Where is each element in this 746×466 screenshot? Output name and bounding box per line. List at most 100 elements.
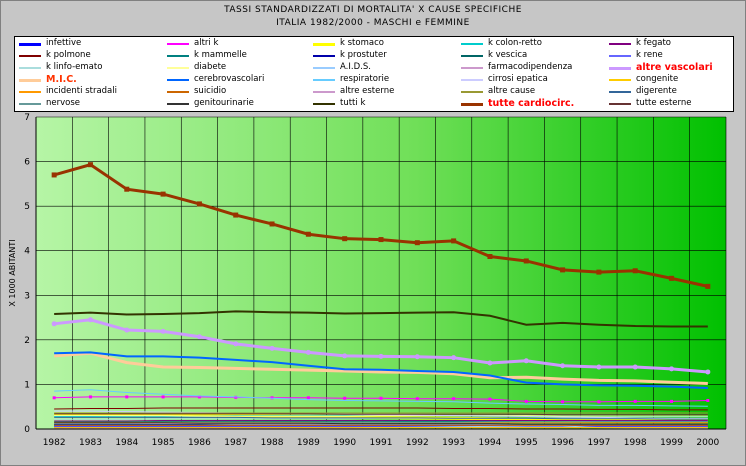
data-point bbox=[670, 399, 674, 403]
data-point bbox=[305, 231, 311, 237]
legend-item: k polmone bbox=[19, 50, 163, 61]
data-point bbox=[87, 317, 93, 323]
x-tick-label: 2000 bbox=[696, 438, 719, 448]
legend-item: digerente bbox=[609, 86, 746, 97]
data-point bbox=[306, 396, 310, 400]
data-point bbox=[705, 283, 711, 289]
legend-label: altri k bbox=[194, 38, 219, 48]
data-point bbox=[415, 397, 419, 401]
legend-swatch bbox=[461, 79, 483, 81]
legend-swatch bbox=[313, 103, 335, 105]
legend-item: altre vascolari bbox=[609, 62, 746, 73]
legend-label: nervose bbox=[46, 98, 80, 108]
legend-label: k vescica bbox=[488, 50, 528, 60]
legend-label: k stomaco bbox=[340, 38, 384, 48]
legend-item: k linfo-emato bbox=[19, 62, 163, 73]
data-point bbox=[414, 354, 420, 360]
data-point bbox=[269, 221, 275, 227]
data-point bbox=[87, 162, 93, 168]
legend-swatch bbox=[19, 91, 41, 93]
data-point bbox=[233, 212, 239, 218]
x-tick-label: 1983 bbox=[79, 438, 102, 448]
chart-title: TASSI STANDARDIZZATI DI MORTALITA' X CAU… bbox=[224, 5, 522, 15]
y-tick-label: 3 bbox=[24, 291, 30, 301]
legend-label: altre esterne bbox=[340, 86, 395, 96]
legend-label: cirrosi epatica bbox=[488, 74, 548, 84]
y-tick-label: 1 bbox=[24, 380, 30, 390]
chart-subtitle: ITALIA 1982/2000 - MASCHI e FEMMINE bbox=[276, 18, 470, 28]
series-26 bbox=[54, 422, 708, 425]
data-point bbox=[669, 275, 675, 281]
legend-item: suicidio bbox=[167, 86, 311, 97]
legend-item: diabete bbox=[167, 62, 311, 73]
legend-item: altri k bbox=[167, 38, 311, 49]
legend-item: k vescica bbox=[461, 50, 605, 61]
legend-item: k fegato bbox=[609, 38, 746, 49]
data-point bbox=[342, 353, 348, 359]
y-tick-label: 6 bbox=[24, 158, 30, 168]
legend-swatch bbox=[461, 55, 483, 57]
data-point bbox=[160, 328, 166, 334]
x-tick-label: 1997 bbox=[587, 438, 610, 448]
legend-swatch bbox=[167, 67, 189, 69]
data-point bbox=[706, 398, 710, 402]
data-point bbox=[197, 395, 201, 399]
x-tick-label: 1995 bbox=[515, 438, 538, 448]
legend-label: altre vascolari bbox=[636, 62, 713, 73]
legend-swatch bbox=[167, 43, 189, 45]
legend-label: tutte esterne bbox=[636, 98, 692, 108]
y-tick-label: 4 bbox=[24, 247, 30, 257]
legend-label: k prostuter bbox=[340, 50, 387, 60]
legend-label: infettive bbox=[46, 38, 82, 48]
data-point bbox=[523, 358, 529, 364]
x-tick-label: 1990 bbox=[333, 438, 356, 448]
legend-swatch bbox=[313, 79, 335, 81]
legend-swatch bbox=[19, 55, 41, 57]
legend-item: k mammelle bbox=[167, 50, 311, 61]
x-tick-label: 1984 bbox=[115, 438, 138, 448]
data-point bbox=[487, 360, 493, 366]
legend-item: congenite bbox=[609, 74, 746, 85]
legend-swatch bbox=[19, 43, 41, 46]
data-point bbox=[523, 258, 529, 264]
legend-item: tutti k bbox=[313, 98, 457, 109]
y-tick-label: 2 bbox=[24, 336, 30, 346]
legend-label: tutti k bbox=[340, 98, 366, 108]
y-axis-label: X 1000 ABITANTI bbox=[8, 239, 17, 306]
legend-item: incidenti stradali bbox=[19, 86, 163, 97]
legend-item: k prostuter bbox=[313, 50, 457, 61]
data-point bbox=[51, 172, 57, 178]
x-tick-label: 1999 bbox=[660, 438, 683, 448]
x-tick-label: 1986 bbox=[188, 438, 211, 448]
x-tick-label: 1985 bbox=[152, 438, 175, 448]
data-point bbox=[305, 349, 311, 355]
legend-swatch bbox=[609, 67, 631, 70]
legend-item: cirrosi epatica bbox=[461, 74, 605, 85]
legend-swatch bbox=[609, 55, 631, 57]
data-point bbox=[343, 396, 347, 400]
data-point bbox=[124, 186, 130, 192]
series-17 bbox=[54, 389, 708, 407]
legend-label: k colon-retto bbox=[488, 38, 542, 48]
data-point bbox=[51, 321, 57, 327]
series-5 bbox=[54, 407, 708, 411]
legend-swatch bbox=[609, 43, 631, 45]
data-point bbox=[524, 399, 528, 403]
series-27 bbox=[54, 310, 708, 328]
legend-label: respiratorie bbox=[340, 74, 390, 84]
legend-label: tutte cardiocirc. bbox=[488, 98, 575, 109]
legend-label: digerente bbox=[636, 86, 677, 96]
legend-label: farmacodipendenza bbox=[488, 62, 573, 72]
series-14 bbox=[51, 317, 711, 375]
legend-swatch bbox=[609, 103, 631, 105]
data-point bbox=[379, 396, 383, 400]
x-tick-label: 1998 bbox=[624, 438, 647, 448]
data-point bbox=[233, 341, 239, 347]
data-point bbox=[160, 191, 166, 197]
x-tick-label: 1994 bbox=[478, 438, 501, 448]
data-point bbox=[669, 366, 675, 372]
data-point bbox=[451, 238, 457, 244]
legend-swatch bbox=[461, 67, 483, 69]
legend-label: suicidio bbox=[194, 86, 227, 96]
